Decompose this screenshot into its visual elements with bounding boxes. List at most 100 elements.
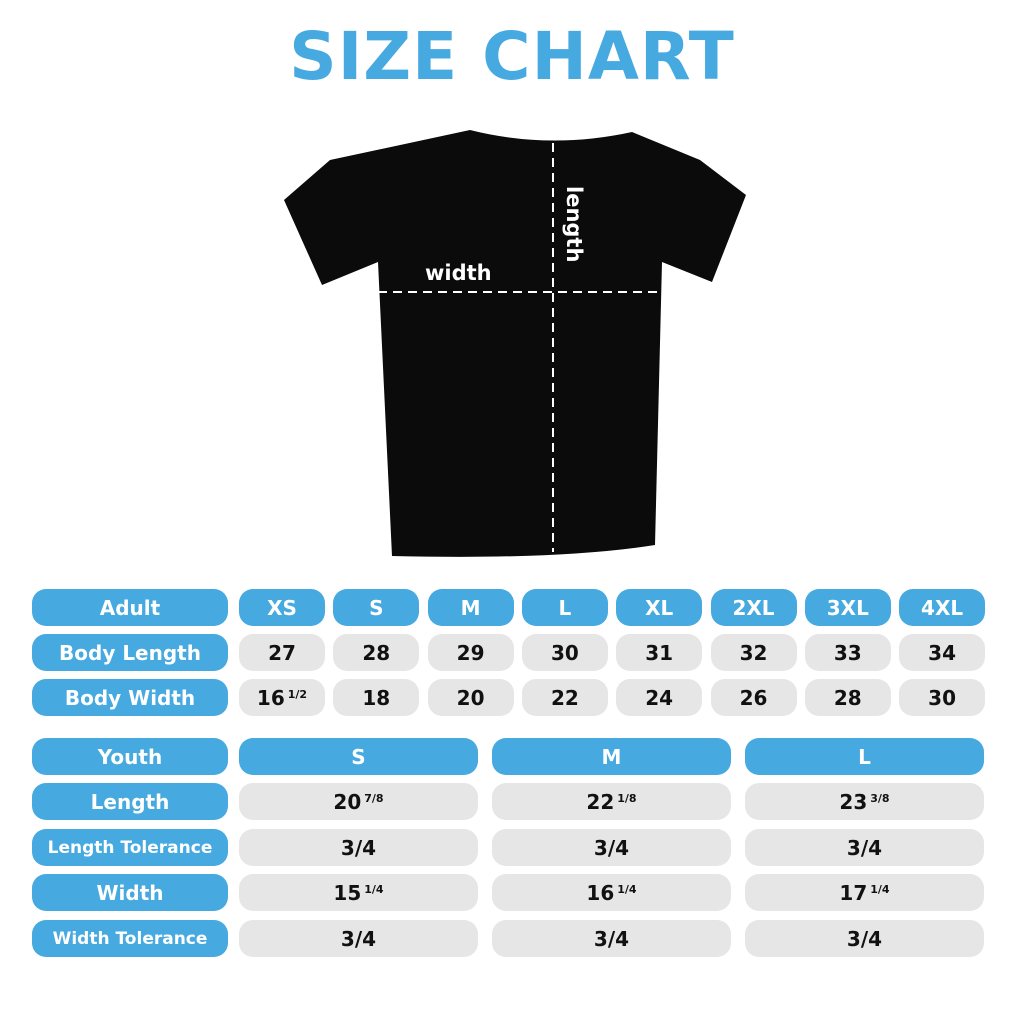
value-cell-text: 30 [550,640,579,665]
value-cell-text: 23 [839,789,868,814]
row-label: Length [32,783,228,820]
youth-size-header-s: S [239,738,478,775]
youth-size-header-m: M [492,738,731,775]
row-label-text: Body Length [59,640,201,665]
row-label-text: Length [90,789,170,814]
value-cell: 22 [521,679,608,716]
value-cell-text: 17 [839,880,868,905]
value-cell-text: 31 [645,640,674,665]
size-header-l: L [521,589,608,626]
value-cell-text: 3/4 [846,926,883,951]
fraction: 7/8 [364,792,384,805]
size-header-s: S [333,589,420,626]
value-cell: 26 [710,679,797,716]
youth-size-header-m-text: M [601,744,622,769]
tshirt-diagram: width length [284,128,746,557]
size-header-3xl: 3XL [804,589,891,626]
size-header-xl: XL [616,589,703,626]
size-header-m: M [427,589,514,626]
value-cell: 16 1/4 [492,874,731,911]
value-cell-text: 33 [833,640,862,665]
value-cell-text: 32 [739,640,768,665]
row-label: Width [32,874,228,911]
row-label: Width Tolerance [32,920,228,957]
youth-size-header-l-text: L [858,744,871,769]
row-label: Body Length [32,634,228,671]
value-cell-text: 3/4 [846,835,883,860]
value-cell: 3/4 [745,920,984,957]
adult-header-text: Adult [99,595,161,620]
value-cell-text: 22 [586,789,615,814]
size-header-3xl-text: 3XL [826,595,869,620]
row-label: Body Width [32,679,228,716]
value-cell-text: 3/4 [593,835,630,860]
value-cell-text: 26 [739,685,768,710]
value-cell-text: 16 [256,685,285,710]
value-cell: 30 [521,634,608,671]
value-cell: 20 [427,679,514,716]
value-cell: 28 [333,634,420,671]
value-cell-text: 3/4 [340,835,377,860]
value-cell-text: 16 [586,880,615,905]
row-label-text: Width Tolerance [52,928,208,949]
row-label: Length Tolerance [32,829,228,866]
value-cell: 28 [804,679,891,716]
size-header-2xl: 2XL [710,589,797,626]
value-cell-text: 15 [333,880,362,905]
value-cell-text: 22 [550,685,579,710]
value-cell: 32 [710,634,797,671]
value-cell: 20 7/8 [239,783,478,820]
value-cell: 3/4 [492,920,731,957]
size-header-xl-text: XL [645,595,674,620]
value-cell: 22 1/8 [492,783,731,820]
value-cell: 33 [804,634,891,671]
fraction: 1/8 [617,792,637,805]
value-cell-text: 30 [928,685,957,710]
value-cell: 17 1/4 [745,874,984,911]
size-header-s-text: S [369,595,384,620]
width-label: width [425,261,492,285]
page-title: SIZE CHART [289,18,735,95]
value-cell-text: 28 [833,685,862,710]
value-cell-text: 29 [456,640,485,665]
fraction: 1/2 [287,688,308,701]
value-cell-text: 20 [333,789,362,814]
youth-size-header-l: L [745,738,984,775]
size-header-4xl: 4XL [899,589,986,626]
value-cell: 31 [616,634,703,671]
youth-header-text: Youth [97,744,163,769]
value-cell: 23 3/8 [745,783,984,820]
fraction: 1/4 [617,883,637,896]
youth-size-header-s-text: S [351,744,366,769]
value-cell: 16 1/2 [239,679,325,716]
value-cell: 3/4 [745,829,984,866]
value-cell: 3/4 [239,829,478,866]
value-cell-text: 18 [362,685,391,710]
size-header-xs-text: XS [267,595,297,620]
youth-header: Youth [32,738,228,775]
adult-header: Adult [32,589,228,626]
value-cell: 15 1/4 [239,874,478,911]
fraction: 1/4 [870,883,890,896]
size-header-m-text: M [460,595,481,620]
length-label: length [562,186,586,262]
value-cell: 30 [899,679,986,716]
value-cell-text: 20 [456,685,485,710]
value-cell: 3/4 [492,829,731,866]
row-label-text: Body Width [64,685,196,710]
value-cell-text: 27 [268,640,296,665]
value-cell: 18 [333,679,420,716]
fraction: 3/8 [870,792,890,805]
value-cell-text: 24 [645,685,674,710]
value-cell: 29 [427,634,514,671]
value-cell: 34 [899,634,986,671]
value-cell: 24 [616,679,703,716]
value-cell: 27 [239,634,325,671]
value-cell-text: 3/4 [593,926,630,951]
row-label-text: Length Tolerance [47,837,213,858]
size-header-xs: XS [239,589,325,626]
size-header-2xl-text: 2XL [732,595,775,620]
value-cell-text: 34 [928,640,957,665]
tshirt-shape [284,130,746,557]
